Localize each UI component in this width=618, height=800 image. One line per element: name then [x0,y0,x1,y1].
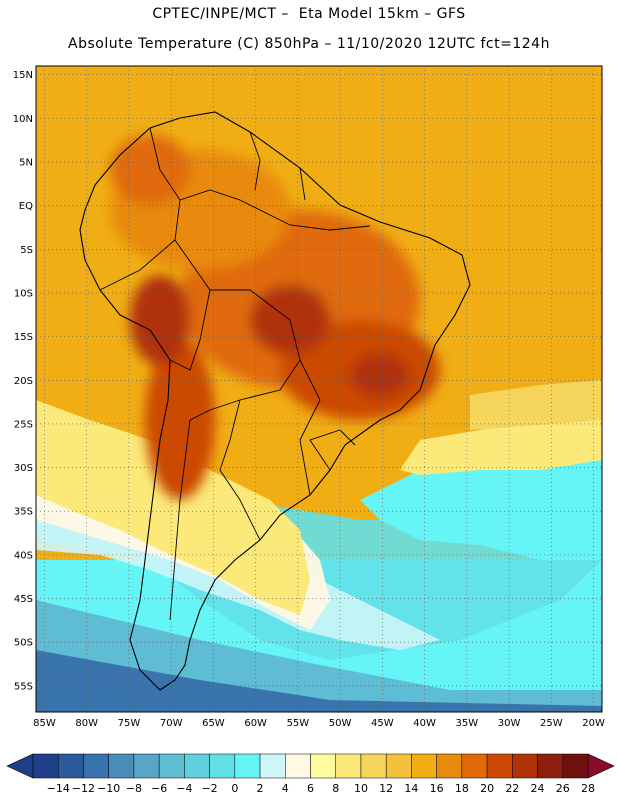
lat-label: 35S [14,507,33,518]
lat-grid: 15N 10N 5N EQ 5S 10S 15S 20S 25S 30S 35S 40S 45S 50S 5… [13,70,602,692]
colorbar-tick-label: 4 [282,782,289,795]
colorbar-max-arrow [587,753,615,779]
colorbar-swatch [209,753,236,779]
lat-label: 25S [14,419,33,430]
colorbar-tick-label: 24 [531,782,545,795]
lat-label: 5N [19,158,33,169]
coastline [79,111,471,691]
colorbar-swatch [512,753,538,779]
colorbar: −14 −12 −10 −8 −6 −4 −2 0 2 4 6 8 10 12 14 16 18 20 22 24 26… [6,753,615,795]
colorbar-swatch [486,753,513,779]
colorbar-tick-label: −10 [97,782,120,795]
lon-label: 35W [456,718,479,729]
colorbar-tick-label: 14 [404,782,418,795]
colorbar-swatch [108,753,135,779]
temperature-field [36,66,602,712]
colorbar-tick-label: −2 [201,782,217,795]
colorbar-swatch [133,753,160,779]
colorbar-tick-label: 6 [307,782,314,795]
lat-label: 15S [14,332,33,343]
colorbar-tick-label: −14 [47,782,70,795]
colorbar-tick-label: 16 [430,782,444,795]
colorbar-tick-label: 8 [332,782,339,795]
colorbar-swatch [184,753,210,779]
colorbar-swatch [310,753,336,779]
colorbar-swatch [57,753,84,779]
colorbar-swatch [285,753,311,779]
lon-label: 45W [371,718,394,729]
colorbar-tick-label: 26 [556,782,570,795]
colorbar-swatch [562,753,589,779]
lon-label: 75W [118,718,141,729]
lon-label: 25W [540,718,563,729]
lat-label: 30S [14,463,33,474]
colorbar-swatch [32,753,59,779]
colorbar-tick-label: 12 [379,782,393,795]
country-borders [99,127,371,621]
lon-label: 65W [202,718,225,729]
colorbar-tick-label: 18 [455,782,469,795]
colorbar-swatch [259,753,286,779]
colorbar-swatch [158,753,185,779]
colorbar-swatch [234,753,261,779]
colorbar-tick-label: −6 [151,782,167,795]
colorbar-swatch [360,753,387,779]
lat-label: 20S [14,376,33,387]
map-frame [35,65,603,713]
lat-label: 50S [14,638,33,649]
colorbar-swatch [411,753,437,779]
colorbar-min-arrow [6,753,34,779]
colorbar-tick-label: 22 [505,782,519,795]
colorbar-swatch [385,753,412,779]
colorbar-tick-label: −4 [176,782,192,795]
lat-label: 10S [14,288,33,299]
lat-label: 10N [13,114,33,125]
lon-label: 50W [329,718,352,729]
colorbar-swatch [335,753,362,779]
colorbar-tick-label: 2 [257,782,264,795]
colorbar-tick-label: 28 [581,782,595,795]
lat-label: 55S [14,681,33,692]
colorbar-tick-label: 20 [480,782,494,795]
lon-label: 30W [498,718,521,729]
lat-label: 45S [14,594,33,605]
lat-label: 15N [13,70,33,81]
lon-label: 80W [75,718,98,729]
lat-label: 40S [14,550,33,561]
lon-label: 20W [582,718,605,729]
map-title-line1: CPTEC/INPE/MCT – Eta Model 15km – GFS [152,6,466,22]
colorbar-tick-label: 0 [231,782,238,795]
lat-label: EQ [19,201,33,212]
colorbar-swatch [537,753,564,779]
colorbar-tick-label: −8 [126,782,142,795]
lon-grid: 85W 80W 75W 70W 65W 60W 55W 50W 45W 40W 35W 30W 25W 2… [33,66,605,729]
map-title-line2: Absolute Temperature (C) 850hPa – 11/10/… [68,36,550,52]
colorbar-swatch [436,753,463,779]
lon-label: 60W [244,718,267,729]
colorbar-tick-label: −12 [72,782,95,795]
colorbar-swatch [461,753,488,779]
lon-label: 55W [287,718,310,729]
lon-label: 85W [33,718,56,729]
colorbar-tick-label: 10 [354,782,368,795]
lon-label: 40W [413,718,436,729]
lon-label: 70W [160,718,183,729]
lat-label: 5S [20,245,33,256]
colorbar-swatch [83,753,109,779]
